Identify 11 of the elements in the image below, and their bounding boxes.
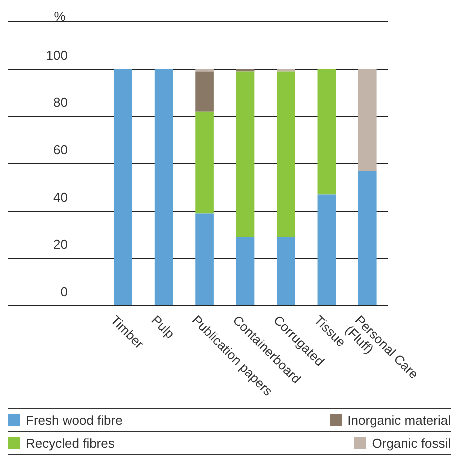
y-tick-label: 20 — [54, 237, 68, 252]
legend-label: Inorganic material — [348, 412, 451, 428]
legend-label: Organic fossil — [372, 436, 451, 450]
y-tick-label: 40 — [54, 190, 68, 205]
y-axis-title: % — [54, 9, 66, 24]
y-tick-label: 100 — [46, 48, 68, 63]
legend-label: Recycled fibres — [26, 436, 115, 450]
legend-label: Fresh wood fibre — [26, 412, 123, 428]
y-tick-label: 60 — [54, 142, 68, 158]
y-tick-label: 80 — [54, 95, 68, 110]
y-tick-label: 0 — [60, 284, 68, 300]
